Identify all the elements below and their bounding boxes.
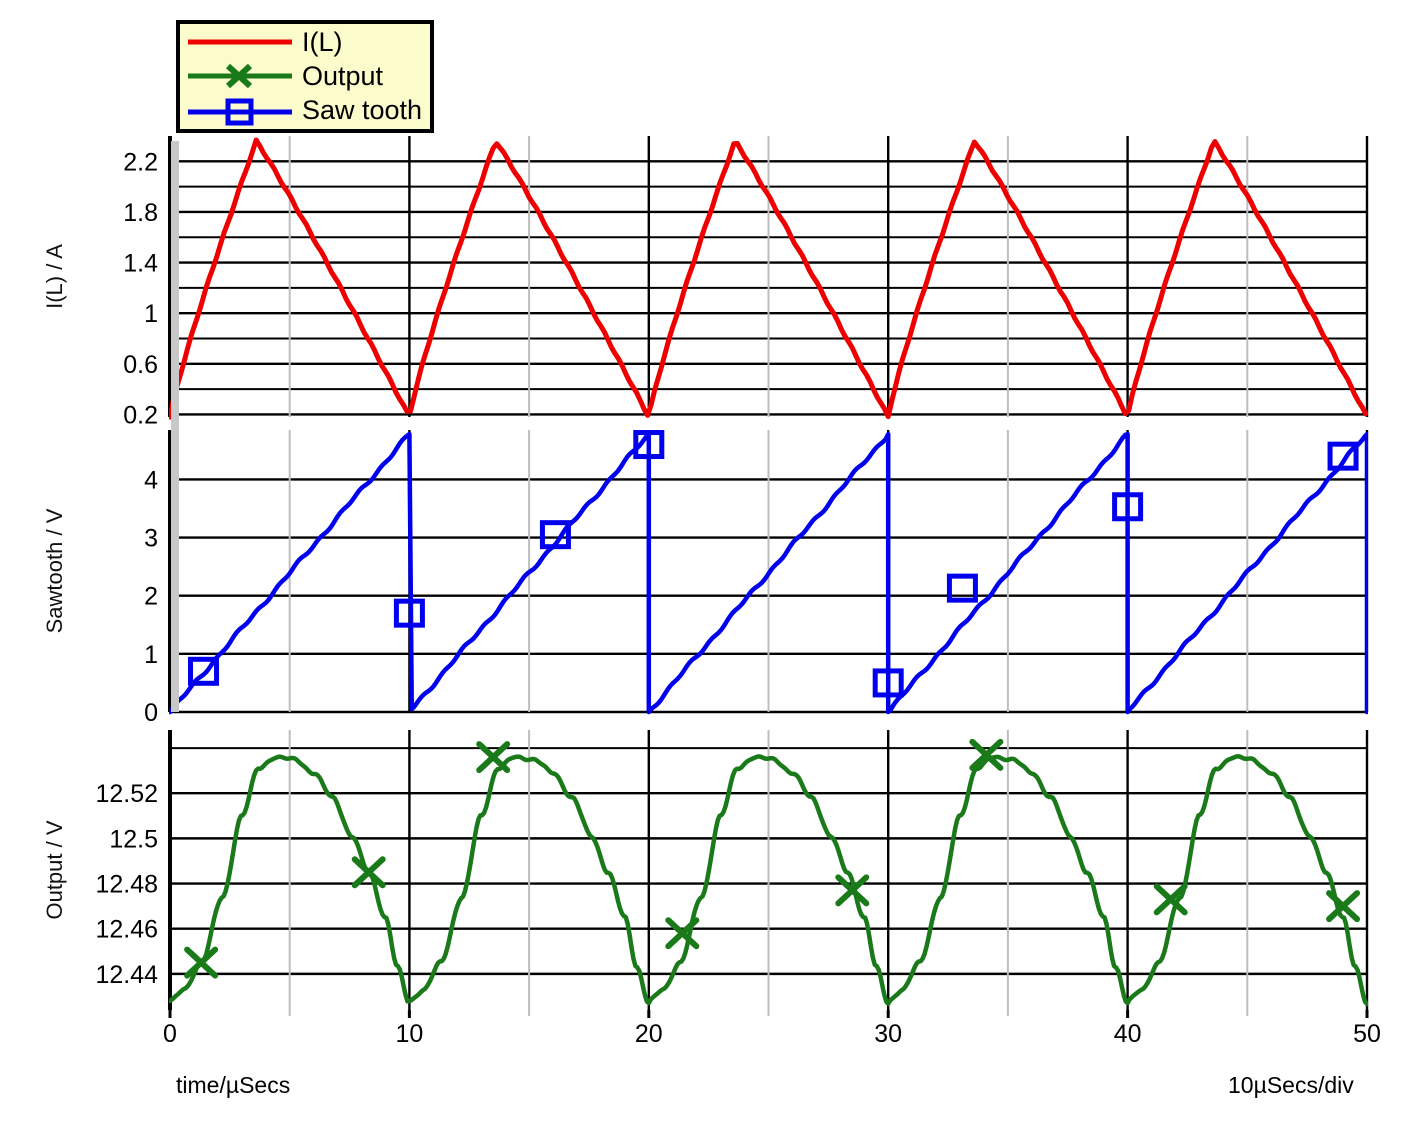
series-i-l- <box>169 137 1368 420</box>
vertical-scroll-marker[interactable] <box>171 141 179 712</box>
x-tick-label: 0 <box>163 1020 177 1048</box>
data-line <box>169 431 1368 715</box>
data-marker-square <box>188 656 220 686</box>
y-tick-label: 2.2 <box>123 148 158 176</box>
cross-stroke <box>351 856 386 889</box>
y-tick-label: 1 <box>144 300 158 328</box>
data-marker-square <box>633 430 665 460</box>
data-marker-cross <box>1326 890 1361 923</box>
data-marker-cross <box>476 741 511 774</box>
cross-stroke <box>476 741 511 774</box>
data-marker-square <box>393 598 425 628</box>
x-tick-label: 40 <box>1114 1020 1142 1048</box>
y-axis-title: I(L) / A <box>42 244 67 309</box>
y-tick-label: 3 <box>144 525 158 553</box>
cross-stroke <box>1153 883 1188 916</box>
x-tick-label: 20 <box>635 1020 663 1048</box>
panel-inductor-current: 0.2 0.6 1 1.4 1.8 2.2 I(L) / A <box>42 136 1369 429</box>
cross-stroke <box>969 738 1004 771</box>
y-tick-label: 1.4 <box>123 250 158 278</box>
y-tick-label: 0.2 <box>123 401 158 429</box>
data-marker-cross <box>665 917 700 950</box>
data-marker-square <box>539 520 571 550</box>
data-marker-cross <box>184 946 219 979</box>
y-tick-label: 12.44 <box>95 961 158 989</box>
legend-label-sawtooth: Saw tooth <box>302 95 423 125</box>
data-marker-square <box>872 668 904 698</box>
data-marker-cross <box>1153 883 1188 916</box>
y-axis-title: Sawtooth / V <box>42 508 67 633</box>
y-tick-label: 12.52 <box>95 780 158 808</box>
y-tick-label: 12.5 <box>109 825 158 853</box>
y-tick-label: 12.48 <box>95 871 158 899</box>
x-tick-label: 10 <box>395 1020 423 1048</box>
cross-stroke <box>1326 890 1361 923</box>
data-marker-square <box>1112 492 1144 522</box>
x-tick-label: 30 <box>874 1020 902 1048</box>
series-output <box>169 738 1368 1007</box>
y-tick-label: 2 <box>144 583 158 611</box>
legend-swatches <box>188 39 292 126</box>
legend-label-il: I(L) <box>302 27 343 57</box>
data-line <box>169 137 1368 420</box>
square-icon <box>225 98 254 126</box>
cross-stroke <box>665 917 700 950</box>
x-tick-label: 50 <box>1353 1020 1381 1048</box>
data-marker-square <box>946 573 978 603</box>
x-axis-label-right: 10µSecs/div <box>1228 1072 1354 1098</box>
data-marker-cross <box>835 874 870 907</box>
y-tick-label: 1.8 <box>123 199 158 227</box>
y-tick-label: 0.6 <box>123 351 158 379</box>
cross-stroke <box>184 946 219 979</box>
y-tick-label: 1 <box>144 641 158 669</box>
y-tick-label: 0 <box>144 699 158 727</box>
panel-output-voltage: 12.44 12.46 12.48 12.5 12.52 Output / V <box>42 730 1369 1010</box>
y-tick-label: 12.46 <box>95 916 158 944</box>
panel-sawtooth: 0 1 2 3 4 Sawtooth / V <box>42 430 1369 727</box>
y-axis-title: Output / V <box>42 820 67 919</box>
series-saw-tooth <box>169 430 1368 715</box>
x-axis-label-left: time/µSecs <box>176 1072 291 1098</box>
legend-label-output: Output <box>302 61 384 91</box>
chart-legend: I(L) Output Saw tooth <box>176 20 434 133</box>
data-marker-square <box>1327 441 1359 471</box>
cross-icon <box>225 63 253 89</box>
data-marker-cross <box>969 738 1004 771</box>
data-marker-cross <box>351 856 386 889</box>
cross-stroke <box>835 874 870 907</box>
y-tick-label: 4 <box>144 466 158 494</box>
